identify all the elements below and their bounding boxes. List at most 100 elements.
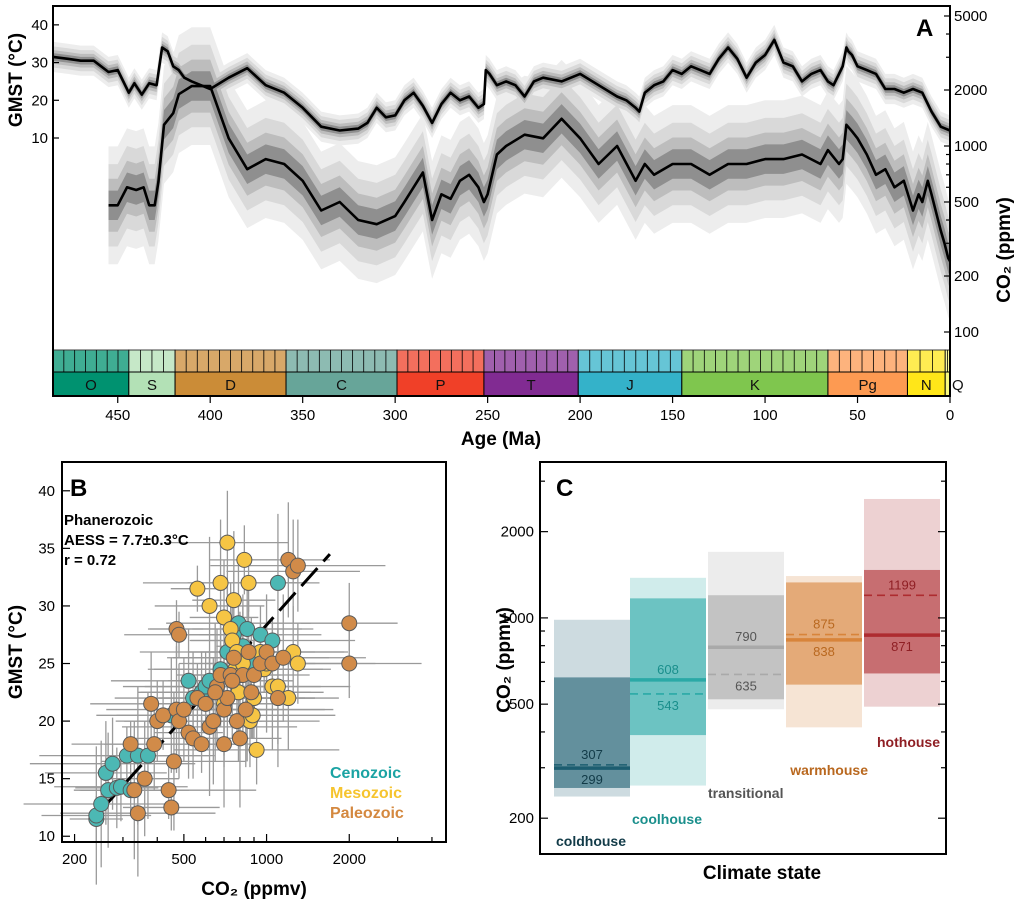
b-point-paleozoic bbox=[224, 672, 241, 689]
b-point-paleozoic bbox=[269, 690, 286, 707]
stage-box-Pg bbox=[827, 349, 908, 373]
b-point-paleozoic bbox=[122, 736, 139, 753]
a-left-tick-label: 10 bbox=[31, 130, 48, 147]
b-point-mesozoic bbox=[225, 592, 242, 609]
b-y-tick-label: 20 bbox=[38, 713, 55, 730]
b-point-paleozoic bbox=[197, 695, 214, 712]
period-label-N: N bbox=[921, 377, 932, 394]
a-x-tick-label: 300 bbox=[383, 407, 408, 424]
a-x-tick-label: 100 bbox=[753, 407, 778, 424]
b-points bbox=[88, 534, 358, 827]
b-axis-ticks: 200 500 1000 2000 10 15 20 25 30 35 40 bbox=[38, 483, 433, 868]
c-category-label-coolhouse: coolhouse bbox=[632, 811, 702, 827]
stage-box-K bbox=[681, 349, 829, 373]
period-label-J: J bbox=[626, 377, 634, 394]
a-left-y-axis-label: GMST (°C) bbox=[6, 33, 27, 127]
co2-band-3 bbox=[108, 71, 950, 276]
b-point-paleozoic bbox=[163, 799, 180, 816]
a-right-tick-label: 1000 bbox=[954, 138, 987, 155]
a-plot-frame bbox=[52, 5, 951, 397]
gmst-band-3 bbox=[53, 36, 950, 135]
period-label-Pg: Pg bbox=[859, 377, 877, 394]
b-x-tick-label: 500 bbox=[171, 851, 196, 868]
gmst-median-line bbox=[52, 38, 951, 132]
co2-median-line bbox=[108, 84, 952, 262]
b-point-paleozoic bbox=[155, 707, 172, 724]
b-point-paleozoic bbox=[165, 753, 182, 770]
a-median-lines bbox=[52, 38, 952, 262]
b-point-cenozoic bbox=[269, 574, 286, 591]
b-panel-label: B bbox=[70, 475, 87, 502]
a-x-tick-label: 250 bbox=[475, 407, 500, 424]
a-right-tick-label: 5000 bbox=[954, 8, 987, 25]
b-y-tick-label: 35 bbox=[38, 540, 55, 557]
c-value-lower-hothouse: 871 bbox=[891, 639, 913, 654]
panel-a: O S D C P T J K Pg N Q 450 400 350 300 250 200 150 100 50 0… bbox=[6, 5, 1015, 450]
c-x-axis-label: Climate state bbox=[703, 863, 821, 884]
c-value-upper-coolhouse: 608 bbox=[657, 662, 679, 677]
a-left-tick-label: 20 bbox=[31, 92, 48, 109]
b-point-paleozoic bbox=[143, 695, 160, 712]
period-box-J bbox=[577, 371, 683, 397]
b-y-tick-label: 10 bbox=[38, 828, 55, 845]
b-point-paleozoic bbox=[171, 626, 188, 643]
b-point-cenozoic bbox=[93, 796, 110, 812]
c-y-tick-label: 200 bbox=[509, 810, 534, 827]
period-label-S: S bbox=[147, 377, 157, 394]
b-point-mesozoic bbox=[189, 580, 206, 597]
b-point-paleozoic bbox=[225, 649, 242, 666]
a-left-tick-label: 30 bbox=[31, 55, 48, 72]
b-annotation-aess: AESS = 7.7±0.3°C bbox=[64, 532, 189, 549]
b-legend-cenozoic: Cenozoic bbox=[330, 765, 401, 782]
c-y-tick-label: 500 bbox=[509, 696, 534, 713]
b-point-paleozoic bbox=[228, 713, 245, 730]
period-label-P: P bbox=[435, 377, 445, 394]
b-point-mesozoic bbox=[240, 574, 257, 591]
c-value-lower-coolhouse: 543 bbox=[657, 698, 679, 713]
b-point-mesozoic bbox=[236, 551, 253, 568]
c-y-tick-label: 1000 bbox=[501, 610, 534, 627]
b-point-paleozoic bbox=[289, 557, 306, 574]
period-label-D: D bbox=[225, 377, 236, 394]
c-inner-box-hothouse bbox=[864, 569, 940, 674]
c-y-tick-label: 2000 bbox=[501, 524, 534, 541]
b-annotation-r: r = 0.72 bbox=[64, 552, 116, 569]
c-value-lower-warmhouse: 838 bbox=[813, 644, 835, 659]
b-y-tick-label: 25 bbox=[38, 656, 55, 673]
co2-band-1 bbox=[108, 44, 950, 303]
a-x-tick-label: 400 bbox=[198, 407, 223, 424]
c-inner-box-warmhouse bbox=[786, 582, 862, 685]
a-x-tick-label: 350 bbox=[290, 407, 315, 424]
b-point-cenozoic bbox=[104, 755, 121, 772]
b-x-axis-label: CO₂ (ppmv) bbox=[201, 879, 307, 900]
c-value-lower-transitional: 635 bbox=[735, 678, 757, 693]
b-x-tick-label: 200 bbox=[62, 851, 87, 868]
b-point-mesozoic bbox=[212, 574, 229, 591]
a-x-tick-label: 50 bbox=[849, 407, 866, 424]
b-point-paleozoic bbox=[341, 655, 358, 672]
b-point-paleozoic bbox=[240, 644, 257, 660]
c-value-upper-transitional: 790 bbox=[735, 629, 757, 644]
b-point-paleozoic bbox=[175, 701, 192, 718]
a-right-tick-label: 500 bbox=[954, 194, 979, 211]
b-x-tick-label: 2000 bbox=[333, 851, 366, 868]
b-point-paleozoic bbox=[126, 782, 143, 799]
period-box-C bbox=[285, 371, 398, 397]
period-label-K: K bbox=[750, 377, 760, 394]
c-category-label-hothouse: hothouse bbox=[877, 734, 940, 750]
c-axis-ticks: 200 500 1000 2000 bbox=[501, 480, 946, 827]
b-point-paleozoic bbox=[205, 713, 222, 730]
stage-box-J bbox=[577, 349, 683, 373]
c-category-label-transitional: transitional bbox=[708, 785, 783, 801]
c-y-axis-label: CO₂ (ppmv) bbox=[494, 607, 515, 713]
b-legend-paleozoic: Paleozoic bbox=[330, 805, 404, 822]
b-point-paleozoic bbox=[243, 684, 260, 701]
stage-box-T bbox=[483, 349, 579, 373]
a-x-tick-label: 200 bbox=[568, 407, 593, 424]
b-point-mesozoic bbox=[201, 597, 218, 614]
b-point-paleozoic bbox=[207, 684, 224, 701]
b-point-paleozoic bbox=[216, 736, 233, 753]
period-label-T: T bbox=[527, 377, 536, 394]
a-left-tick-label: 40 bbox=[31, 17, 48, 34]
